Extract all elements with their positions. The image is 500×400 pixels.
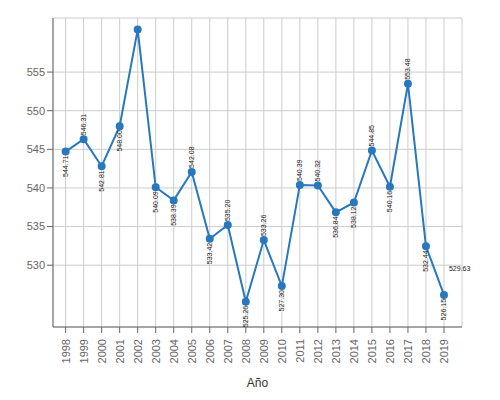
- svg-text:540.09: 540.09: [152, 191, 159, 213]
- svg-text:555: 555: [27, 66, 45, 78]
- svg-text:544.85: 544.85: [368, 125, 375, 147]
- svg-text:2001: 2001: [114, 339, 126, 363]
- svg-text:Año: Año: [247, 376, 269, 390]
- svg-text:530: 530: [27, 259, 45, 271]
- svg-text:546.31: 546.31: [80, 114, 87, 136]
- svg-text:2003: 2003: [150, 339, 162, 363]
- svg-text:2008: 2008: [240, 339, 252, 363]
- svg-text:2018: 2018: [420, 339, 432, 363]
- svg-text:535: 535: [27, 220, 45, 232]
- svg-text:540.32: 540.32: [314, 160, 321, 182]
- svg-text:542.08: 542.08: [188, 146, 195, 168]
- svg-text:545: 545: [27, 143, 45, 155]
- svg-text:540: 540: [27, 182, 45, 194]
- svg-text:2017: 2017: [402, 339, 414, 363]
- svg-text:2006: 2006: [204, 339, 216, 363]
- svg-text:2000: 2000: [96, 339, 108, 363]
- svg-text:538.12: 538.12: [350, 206, 357, 228]
- svg-text:532.44: 532.44: [422, 250, 429, 272]
- svg-text:525.26: 525.26: [242, 306, 249, 328]
- svg-text:548.00: 548.00: [116, 130, 123, 152]
- svg-text:535.20: 535.20: [224, 200, 231, 222]
- svg-text:2014: 2014: [348, 339, 360, 363]
- svg-text:2010: 2010: [276, 339, 288, 363]
- svg-text:2004: 2004: [168, 339, 180, 363]
- svg-text:529.63: 529.63: [449, 265, 471, 272]
- svg-text:2002: 2002: [132, 339, 144, 363]
- svg-text:553.48: 553.48: [404, 58, 411, 80]
- svg-text:540.16: 540.16: [386, 191, 393, 213]
- svg-text:538.39: 538.39: [170, 204, 177, 226]
- svg-text:2012: 2012: [312, 339, 324, 363]
- svg-text:2013: 2013: [330, 339, 342, 363]
- svg-text:533.42: 533.42: [206, 243, 213, 265]
- svg-text:536.84: 536.84: [332, 216, 339, 238]
- svg-text:1999: 1999: [78, 339, 90, 363]
- svg-text:527.30: 527.30: [278, 290, 285, 312]
- svg-text:2015: 2015: [366, 339, 378, 363]
- svg-text:533.26: 533.26: [260, 214, 267, 236]
- svg-text:2005: 2005: [186, 339, 198, 363]
- svg-text:2007: 2007: [222, 339, 234, 363]
- svg-text:2016: 2016: [384, 339, 396, 363]
- svg-text:542.81: 542.81: [98, 170, 105, 192]
- svg-text:2009: 2009: [258, 339, 270, 363]
- svg-text:2019: 2019: [438, 339, 450, 363]
- svg-text:2011: 2011: [294, 339, 306, 363]
- svg-text:550: 550: [27, 105, 45, 117]
- svg-text:1998: 1998: [60, 339, 72, 363]
- svg-text:526.15: 526.15: [440, 299, 447, 321]
- svg-text:544.71: 544.71: [62, 155, 69, 177]
- svg-text:540.39: 540.39: [296, 159, 303, 181]
